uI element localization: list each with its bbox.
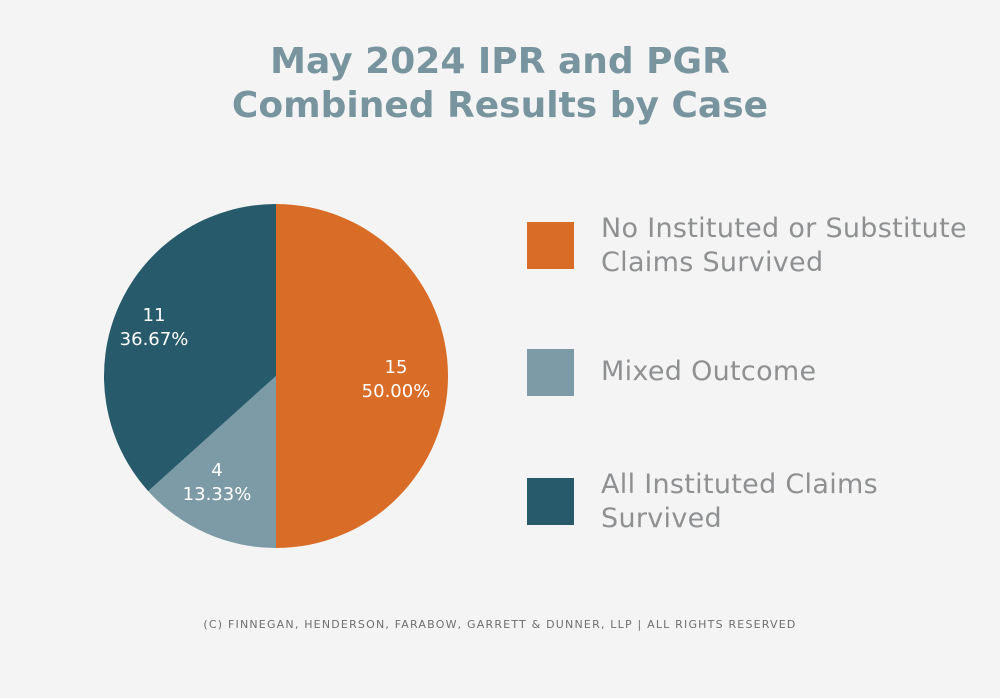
legend-label-line: No Instituted or Substitute — [601, 213, 967, 244]
chart-title-line-1: May 2024 IPR and PGR — [270, 41, 730, 82]
legend-label-line: All Instituted Claims — [601, 469, 878, 500]
legend-swatch-orange — [527, 222, 574, 269]
slice-label-count-mixed: 4 — [211, 460, 222, 481]
legend-label: No Instituted or Substitute Claims Survi… — [601, 212, 991, 280]
slice-label-percent-mixed: 13.33% — [183, 484, 252, 505]
pie-slice-mixed-outcome — [148, 376, 276, 548]
legend-label-line: Mixed Outcome — [601, 356, 817, 387]
legend-label: Mixed Outcome — [601, 355, 991, 389]
slice-label-count-no-claims: 15 — [385, 357, 408, 378]
legend-item-no-claims-survived: No Instituted or Substitute Claims Survi… — [527, 210, 987, 290]
copyright-footer: (C) Finnegan, Henderson, Farabow, Garret… — [203, 618, 797, 631]
pie-slice-no-claims-survived — [276, 204, 448, 548]
slice-label-percent-no-claims: 50.00% — [362, 381, 431, 402]
slice-label-percent-all-claims: 36.67% — [120, 329, 189, 350]
legend-swatch-dark-teal — [527, 478, 574, 525]
chart-title-line-2: Combined Results by Case — [231, 85, 769, 126]
legend-swatch-gray-blue — [527, 349, 574, 396]
chart-title: May 2024 IPR and PGR Combined Results by… — [0, 40, 1000, 128]
legend-label: All Instituted Claims Survived — [601, 468, 991, 536]
legend-item-all-claims-survived: All Instituted Claims Survived — [527, 468, 987, 548]
legend-item-mixed-outcome: Mixed Outcome — [527, 338, 987, 418]
legend-label-line: Survived — [601, 503, 722, 534]
slice-label-count-all-claims: 11 — [143, 305, 166, 326]
legend-label-line: Claims Survived — [601, 247, 824, 278]
pie-slice-all-claims-survived — [104, 203, 277, 492]
